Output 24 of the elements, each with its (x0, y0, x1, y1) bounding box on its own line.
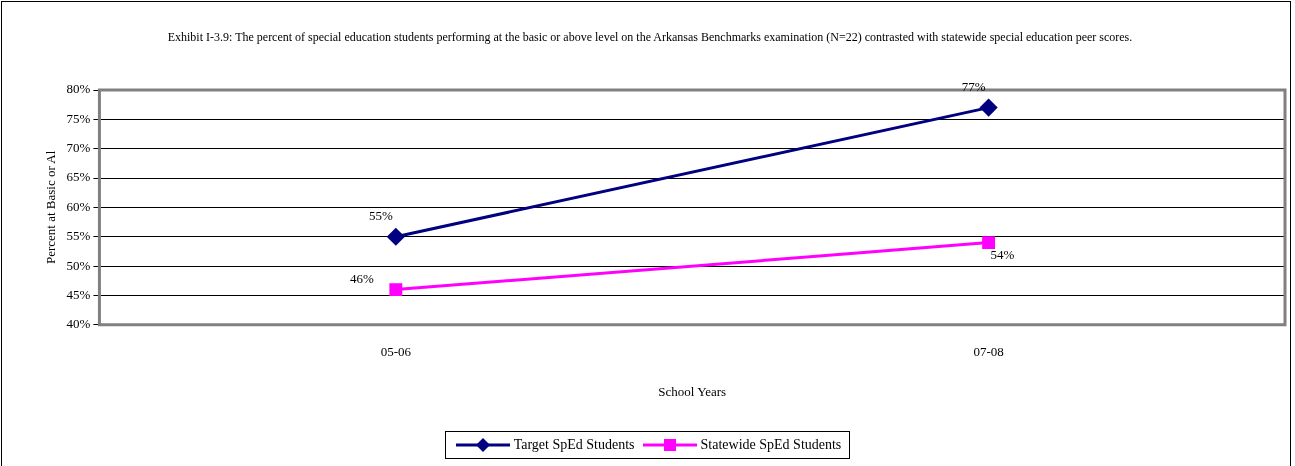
y-tick-label: 80% (66, 81, 91, 97)
x-axis-title: School Years (658, 383, 727, 399)
point (980, 99, 998, 117)
chart-title: Exhibit I-3.9: The percent of special education students performing at the basic or above level on the Arkansas Benchmarks examination (N=22) contrasted with statewide special education peer scores. (166, 29, 1134, 46)
x-tick-label: 05-06 (380, 344, 412, 360)
point (389, 283, 403, 297)
legend-label: Target SpEd Students (513, 437, 635, 453)
y-axis-title: Percent at Basic or Al (43, 150, 59, 265)
data-label: 54% (990, 247, 1015, 263)
data-label: 46% (349, 271, 374, 286)
point (387, 228, 405, 246)
y-tick-label: 65% (66, 169, 91, 185)
data-label: 55% (368, 208, 393, 224)
point (982, 236, 996, 250)
x-tick-label: 07-08 (973, 344, 1004, 360)
y-tick-label: 55% (66, 228, 91, 244)
y-tick-label: 45% (66, 286, 91, 302)
y-tick-label: 60% (66, 198, 91, 214)
y-tick-label: 70% (66, 140, 91, 156)
data-label: 77% (961, 79, 986, 95)
legend-label: Statewide SpEd Students (700, 437, 842, 453)
y-tick-label: 75% (66, 110, 91, 126)
y-tick-label: 40% (66, 316, 91, 332)
y-tick-label: 50% (66, 257, 91, 273)
